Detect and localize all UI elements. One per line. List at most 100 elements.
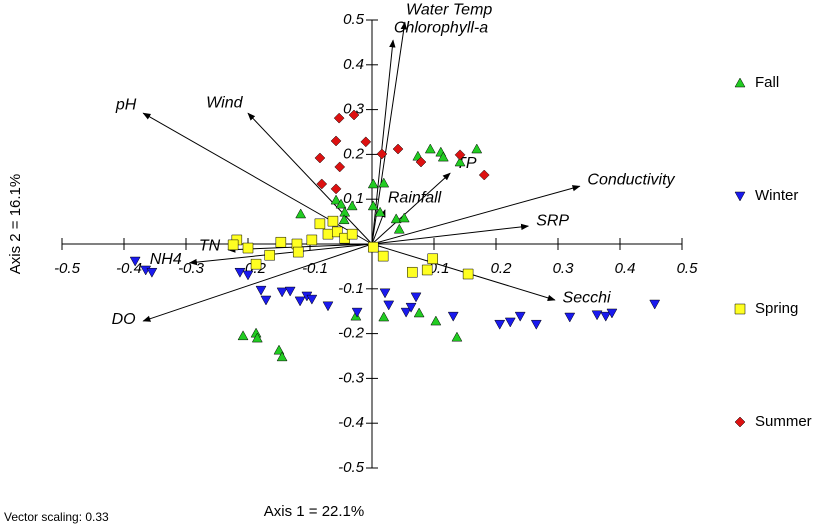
vector-label: TN: [199, 237, 221, 254]
point: [346, 228, 358, 240]
point: [294, 296, 306, 307]
point: [334, 161, 346, 173]
vector-label: Conductivity: [587, 171, 675, 188]
y-tick-label: -0.3: [338, 369, 365, 386]
vector-arrow: [188, 243, 373, 266]
point: [322, 228, 334, 240]
point: [255, 285, 267, 296]
point: [251, 332, 263, 343]
vector-label: SRP: [536, 212, 569, 229]
y-tick-label: 0.3: [343, 101, 365, 118]
x-tick-label: 0.2: [491, 260, 513, 277]
vector-label: Secchi: [563, 290, 611, 307]
point: [410, 292, 422, 303]
x-tick-label: -0.3: [178, 260, 205, 277]
vector-arrow: [371, 172, 451, 245]
point: [454, 149, 466, 161]
point: [400, 307, 412, 318]
legend-marker: [734, 303, 746, 315]
point: [377, 250, 389, 262]
point: [405, 302, 417, 313]
y-tick-label: -0.1: [338, 280, 364, 297]
point: [606, 308, 618, 319]
point: [390, 213, 402, 224]
point: [649, 299, 661, 310]
legend-marker: [734, 77, 746, 88]
legend-marker: [734, 416, 746, 428]
point: [314, 152, 326, 164]
point: [330, 183, 342, 195]
point: [591, 310, 603, 321]
point: [407, 266, 418, 278]
legend-label: Summer: [755, 413, 812, 430]
point: [413, 307, 425, 318]
point: [129, 256, 141, 267]
y-tick-label: 0.5: [343, 11, 365, 28]
vector-arrow: [371, 185, 581, 245]
point: [383, 300, 395, 311]
point: [514, 311, 526, 322]
point: [227, 239, 239, 251]
point: [146, 267, 158, 278]
y-tick-label: 0.4: [343, 56, 364, 73]
point: [600, 311, 612, 322]
point: [351, 307, 363, 318]
x-tick-label: -0.4: [116, 260, 142, 277]
x-tick-label: -0.5: [54, 260, 81, 277]
point: [421, 264, 433, 276]
point: [314, 218, 326, 230]
point: [306, 234, 318, 246]
vector-label: DO: [112, 311, 136, 328]
point: [367, 200, 379, 211]
point: [430, 315, 442, 326]
y-tick-label: 0.2: [343, 145, 365, 162]
point: [234, 267, 246, 278]
point: [250, 258, 262, 270]
point: [242, 242, 254, 254]
vector-label: Water Temp: [406, 2, 492, 19]
point: [350, 310, 362, 321]
x-tick-label: 0.1: [429, 260, 450, 277]
y-tick-label: -0.5: [338, 459, 365, 476]
point: [564, 312, 576, 323]
point: [273, 344, 285, 355]
point: [322, 301, 334, 312]
point: [264, 249, 275, 261]
vector-label: Chlorophyll-a: [394, 19, 488, 36]
point: [393, 223, 405, 234]
point: [367, 178, 379, 189]
point: [276, 351, 288, 362]
x-axis-label: Axis 1 = 22.1%: [264, 503, 364, 520]
y-tick-label: -0.2: [338, 325, 365, 342]
point: [392, 143, 404, 155]
point: [530, 319, 542, 330]
point: [437, 151, 449, 162]
legend-label: Fall: [755, 74, 779, 91]
point: [242, 270, 254, 281]
point: [327, 215, 339, 227]
point: [504, 317, 516, 328]
point: [494, 319, 506, 330]
x-tick-label: -0.1: [302, 260, 328, 277]
vector-label: pH: [115, 96, 137, 113]
point: [295, 208, 307, 219]
point: [260, 295, 272, 306]
vector-label: NH4: [150, 251, 182, 268]
point: [330, 194, 342, 205]
point: [478, 169, 490, 181]
point: [348, 109, 360, 121]
point: [335, 198, 347, 209]
point: [447, 311, 459, 322]
point: [338, 214, 350, 225]
legend-label: Spring: [755, 300, 798, 317]
x-tick-label: 0.3: [553, 260, 575, 277]
point: [471, 143, 483, 154]
point: [378, 177, 390, 188]
point: [360, 136, 372, 148]
y-tick-label: 0.1: [343, 190, 364, 207]
point: [376, 148, 388, 160]
point: [292, 246, 304, 258]
vector-label: Rainfall: [388, 190, 442, 207]
point: [424, 143, 436, 154]
